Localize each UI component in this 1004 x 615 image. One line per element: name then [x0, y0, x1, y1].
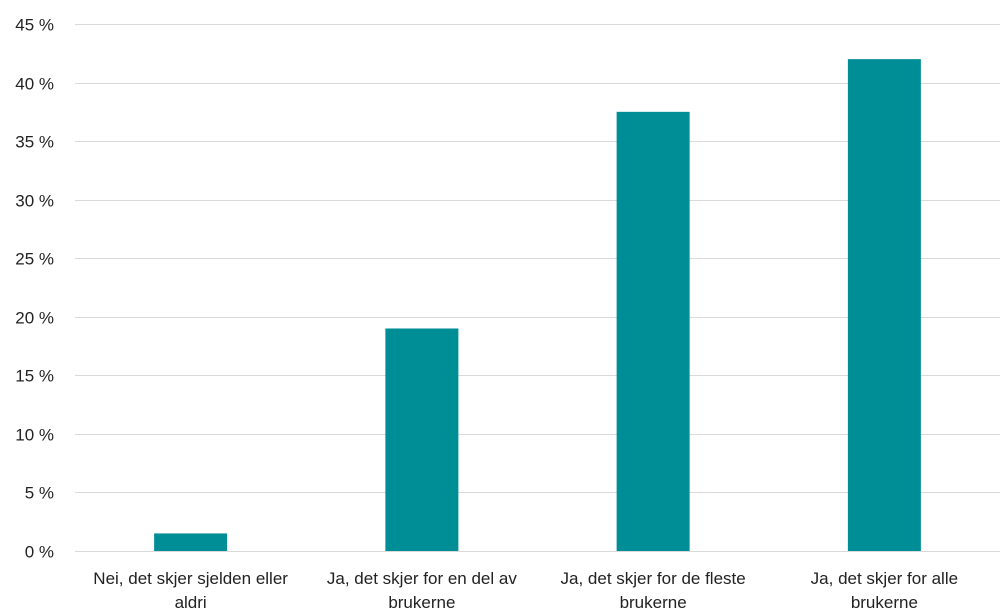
x-category-label: Ja, det skjer for alle brukerne: [811, 569, 958, 612]
y-tick-label: 25 %: [15, 250, 54, 269]
y-tick-label: 20 %: [15, 309, 54, 328]
x-axis-category-labels: Nei, det skjer sjelden eller aldri Ja, det…: [93, 569, 958, 612]
bar: [616, 111, 690, 551]
y-tick-label: 15 %: [15, 367, 54, 386]
bars: [154, 59, 921, 552]
x-category-label-line: aldri: [175, 593, 207, 612]
x-category-label: Ja, det skjer for de fleste brukerne: [561, 569, 746, 612]
y-tick-label: 10 %: [15, 426, 54, 445]
y-tick-label: 40 %: [15, 75, 54, 94]
y-tick-label: 35 %: [15, 133, 54, 152]
x-category-label-line: Nei, det skjer sjelden eller: [93, 569, 288, 588]
x-category-label-line: brukerne: [388, 593, 455, 612]
x-category-label: Ja, det skjer for en del av brukerne: [327, 569, 517, 612]
x-category-label: Nei, det skjer sjelden eller aldri: [93, 569, 288, 612]
y-tick-label: 45 %: [15, 16, 54, 35]
y-axis-tick-labels: 0 % 5 % 10 % 15 % 20 % 25 % 30 % 35 % 40 % 45 %: [15, 16, 54, 562]
y-tick-label: 5 %: [25, 484, 54, 503]
x-category-label-line: Ja, det skjer for alle: [811, 569, 958, 588]
x-category-label-line: Ja, det skjer for en del av: [327, 569, 517, 588]
bar: [154, 533, 228, 551]
y-tick-label: 0 %: [25, 543, 54, 562]
y-tick-label: 30 %: [15, 192, 54, 211]
bar: [847, 59, 921, 552]
bar: [385, 328, 459, 551]
x-category-label-line: brukerne: [851, 593, 918, 612]
x-category-label-line: brukerne: [620, 593, 687, 612]
gridlines: [75, 24, 1000, 493]
x-category-label-line: Ja, det skjer for de fleste: [561, 569, 746, 588]
